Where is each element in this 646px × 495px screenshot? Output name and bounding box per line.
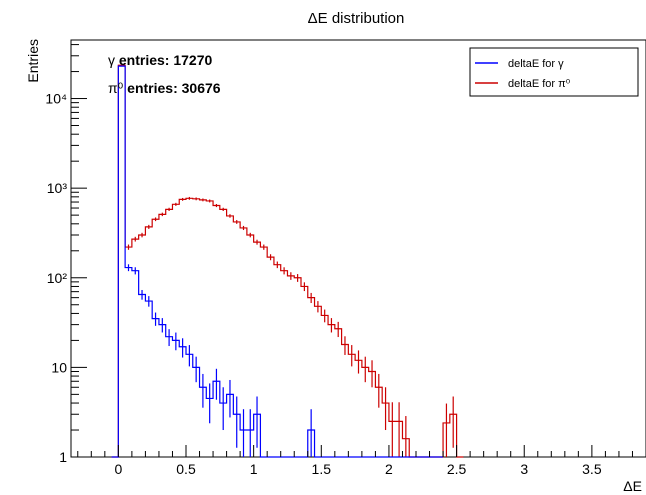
plot-frame	[70, 39, 646, 458]
histogram-series	[111, 64, 464, 458]
x-tick-label: 3.5	[582, 461, 602, 477]
legend-box	[469, 47, 639, 97]
pi0-entries-text: entries: 30676	[123, 80, 220, 96]
legend: deltaE for γ deltaE for π⁰	[469, 47, 639, 97]
legend-label-pi0: deltaE for π⁰	[508, 78, 571, 90]
pi0-symbol: π⁰	[108, 80, 124, 96]
x-tick-label: 1.5	[312, 461, 332, 477]
chart-title: ΔE distribution	[308, 10, 405, 27]
gamma-entries-label: γ entries: 17270	[108, 52, 212, 68]
y-tick-label: 10	[51, 359, 67, 375]
y-axis-label: Entries	[25, 39, 41, 83]
x-tick-label: 0.5	[176, 461, 196, 477]
x-tick-label: 3	[520, 461, 528, 477]
pi0-entries-label: π⁰ entries: 30676	[108, 80, 221, 96]
y-tick-label: 10⁴	[45, 91, 67, 107]
x-tick-label: 2	[385, 461, 393, 477]
x-tick-label: 0	[114, 461, 122, 477]
gamma-entries-text: entries: 17270	[115, 52, 212, 68]
y-tick-label: 10²	[47, 270, 68, 286]
x-tick-label: 2.5	[447, 461, 467, 477]
gamma-symbol: γ	[108, 52, 115, 68]
axis-layer: 0 0.5 1 1.5 2 2.5 3 3.5 1 10 10² 10³ 10⁴	[45, 44, 646, 477]
entries-annotation: γ entries: 17270 π⁰ entries: 30676	[108, 52, 221, 96]
y-tick-label: 1	[59, 449, 67, 465]
x-axis-label: ΔE	[623, 478, 642, 494]
x-tick-label: 1	[250, 461, 258, 477]
y-tick-label: 10³	[47, 180, 68, 196]
legend-label-gamma: deltaE for γ	[508, 58, 564, 70]
histogram-layer	[111, 64, 464, 458]
